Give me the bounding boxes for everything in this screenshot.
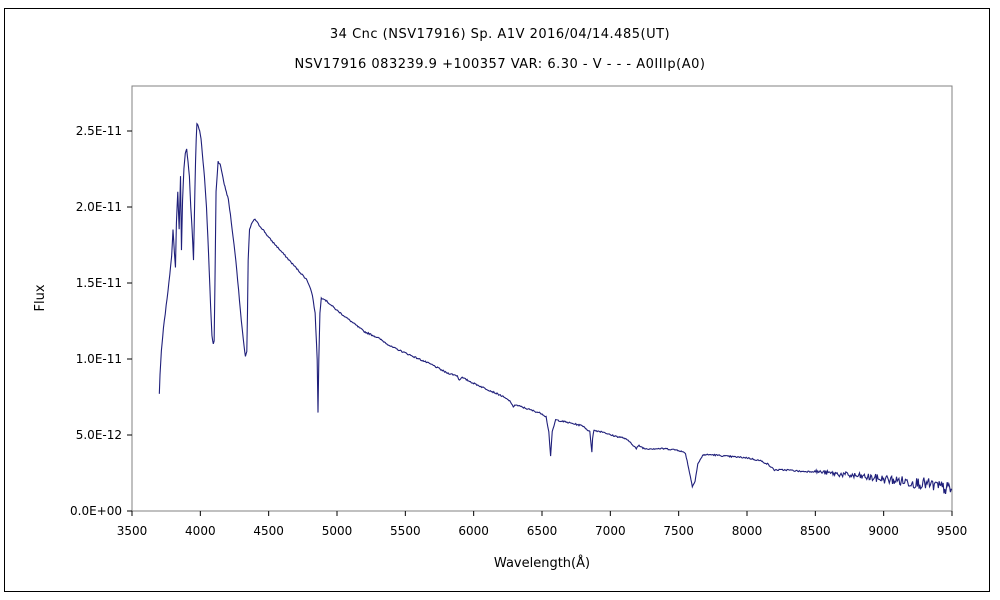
x-tick-label: 5500 (390, 524, 421, 538)
y-tick-label: 5.0E-12 (76, 428, 122, 442)
x-tick-label: 7000 (595, 524, 626, 538)
plot-area (131, 85, 953, 512)
x-tick-label: 6000 (458, 524, 489, 538)
x-tick-label: 3500 (117, 524, 148, 538)
x-tick-label: 6500 (527, 524, 558, 538)
x-tick-label: 5000 (322, 524, 353, 538)
y-tick-label: 0.0E+00 (70, 504, 122, 518)
y-axis-ticks: 0.0E+00 5.0E-12 1.0E-11 1.5E-11 2.0E-11 2.5E-… (70, 124, 132, 518)
y-tick-label: 1.5E-11 (76, 276, 122, 290)
x-tick-label: 9500 (937, 524, 968, 538)
chart-title: 34 Cnc (NSV17916) Sp. A1V 2016/04/14.485… (329, 27, 671, 42)
x-tick-label: 8000 (732, 524, 763, 538)
x-tick-label: 4500 (253, 524, 284, 538)
x-tick-label: 9000 (868, 524, 899, 538)
x-tick-label: 4000 (185, 524, 216, 538)
spectrum-line (158, 122, 953, 494)
y-tick-label: 2.0E-11 (76, 200, 122, 214)
y-tick-label: 1.0E-11 (76, 352, 122, 366)
chart-subtitle: NSV17916 083239.9 +100357 VAR: 6.30 - V … (294, 57, 706, 72)
x-tick-label: 7500 (663, 524, 694, 538)
y-tick-label: 2.5E-11 (76, 124, 122, 138)
chart-frame (4, 8, 990, 592)
x-tick-label: 8500 (800, 524, 831, 538)
y-axis-label: Flux (33, 284, 48, 311)
x-axis-label: Wavelength(Å) (494, 555, 590, 571)
x-axis-ticks: 3500 4000 4500 5000 5500 6000 6500 7000 7500 8000… (117, 511, 968, 538)
